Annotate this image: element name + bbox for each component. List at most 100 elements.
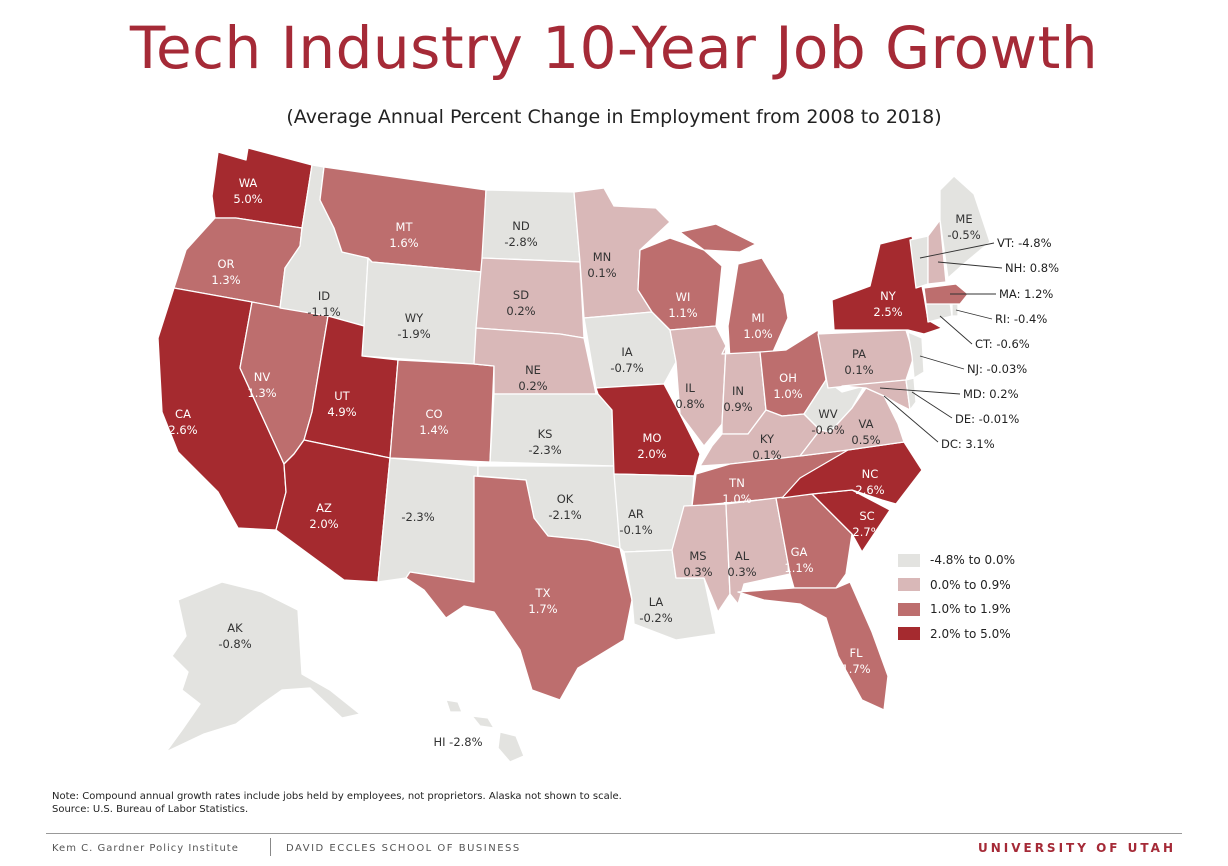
state-abbr-IA: IA	[621, 345, 632, 359]
state-abbr-AL: AL	[735, 549, 750, 563]
state-NH[interactable]	[927, 219, 947, 285]
legend-item: 0.0% to 0.9%	[898, 573, 1015, 598]
legend-swatch	[898, 627, 920, 641]
state-abbr-CA: CA	[175, 407, 191, 421]
state-abbr-SD: SD	[513, 288, 529, 302]
state-value-VA: 0.5%	[851, 433, 880, 447]
callout-NJ: NJ: -0.03%	[967, 362, 1027, 376]
legend-label: 0.0% to 0.9%	[930, 577, 1011, 592]
state-abbr-ND: ND	[512, 219, 530, 233]
state-value-AL: 0.3%	[727, 565, 756, 579]
state-value-WV: -0.6%	[811, 423, 844, 437]
callout-CT: CT: -0.6%	[975, 337, 1030, 351]
state-value-OR: 1.3%	[211, 273, 240, 287]
state-value-WI: 1.1%	[668, 306, 697, 320]
state-value-NM: -2.3%	[401, 510, 434, 524]
legend-label: 1.0% to 1.9%	[930, 602, 1011, 617]
state-abbr-WV: WV	[818, 407, 837, 421]
state-value-MO: 2.0%	[637, 447, 666, 461]
state-value-NY: 2.5%	[873, 305, 902, 319]
callout-NH: NH: 0.8%	[1005, 261, 1059, 275]
footer-school: DAVID ECCLES SCHOOL OF BUSINESS	[286, 843, 521, 854]
state-abbr-MI: MI	[751, 311, 764, 325]
callout-lines	[879, 242, 1003, 443]
state-value-TN: 1.0%	[722, 492, 751, 506]
state-FL[interactable]	[737, 581, 889, 711]
state-value-CO: 1.4%	[419, 423, 448, 437]
legend-label: 2.0% to 5.0%	[930, 626, 1011, 641]
callout-RI: RI: -0.4%	[995, 312, 1047, 326]
state-abbr-MO: MO	[643, 431, 662, 445]
state-abbr-WI: WI	[676, 290, 691, 304]
state-CT[interactable]	[925, 301, 953, 323]
state-abbr-OK: OK	[557, 492, 574, 506]
legend-swatch	[898, 553, 920, 567]
state-value-OK: -2.1%	[548, 508, 581, 522]
state-HI[interactable]	[445, 699, 525, 763]
state-DE[interactable]	[905, 377, 917, 411]
state-abbr-OR: OR	[217, 257, 234, 271]
state-abbr-KY: KY	[760, 432, 775, 446]
state-abbr-NC: NC	[862, 467, 879, 481]
state-value-KS: -2.3%	[528, 443, 561, 457]
state-AK[interactable]	[165, 581, 361, 753]
state-MA[interactable]	[923, 283, 969, 305]
state-WA[interactable]	[211, 147, 313, 229]
state-value-WY: -1.9%	[397, 327, 430, 341]
state-ME[interactable]	[939, 175, 991, 279]
state-abbr-MN: MN	[593, 250, 612, 264]
state-abbr-MT: MT	[396, 220, 414, 234]
state-value-AR: -0.1%	[619, 523, 652, 537]
state-MI-upper[interactable]	[679, 223, 757, 253]
state-value-GA: 1.1%	[784, 561, 813, 575]
legend-label: -4.8% to 0.0%	[930, 553, 1015, 568]
state-PA[interactable]	[817, 329, 915, 389]
note-text: Note: Compound annual growth rates inclu…	[52, 791, 622, 802]
callout-VT: VT: -4.8%	[997, 236, 1052, 250]
state-value-PA: 0.1%	[844, 363, 873, 377]
state-abbr-MS: MS	[689, 549, 706, 563]
state-NJ[interactable]	[907, 331, 925, 379]
state-TX[interactable]	[405, 475, 633, 701]
state-value-UT: 4.9%	[327, 405, 356, 419]
state-abbr-TN: TN	[728, 476, 745, 490]
state-value-MN: 0.1%	[587, 266, 616, 280]
footer-separator	[270, 838, 271, 856]
state-value-NV: 1.3%	[247, 386, 276, 400]
state-abbr-PA: PA	[852, 347, 866, 361]
state-SD[interactable]	[475, 257, 585, 339]
state-value-WA: 5.0%	[233, 192, 262, 206]
state-abbr-LA: LA	[649, 595, 664, 609]
state-value-AK: -0.8%	[218, 637, 251, 651]
legend-item: 2.0% to 5.0%	[898, 622, 1015, 647]
callout-MD: MD: 0.2%	[963, 387, 1019, 401]
state-value-MT: 1.6%	[389, 236, 418, 250]
state-abbr-WA: WA	[239, 176, 258, 190]
legend-item: 1.0% to 1.9%	[898, 597, 1015, 622]
state-value-SD: 0.2%	[506, 304, 535, 318]
state-AZ[interactable]	[275, 439, 391, 583]
state-value-MS: 0.3%	[683, 565, 712, 579]
legend-item: -4.8% to 0.0%	[898, 548, 1015, 573]
state-value-LA: -0.2%	[639, 611, 672, 625]
state-abbr-SC: SC	[859, 509, 874, 523]
state-abbr-NV: NV	[254, 370, 271, 384]
state-ND[interactable]	[481, 189, 581, 263]
state-value-FL: 1.7%	[841, 662, 870, 676]
state-abbr-ME: ME	[955, 212, 972, 226]
state-abbr-ID: ID	[318, 289, 330, 303]
state-value-NE: 0.2%	[518, 379, 547, 393]
state-label-HI: HI -2.8%	[433, 735, 482, 749]
state-IL[interactable]	[669, 325, 727, 447]
state-value-ME: -0.5%	[947, 228, 980, 242]
source-text: Source: U.S. Bureau of Labor Statistics.	[52, 804, 249, 815]
state-abbr-WY: WY	[405, 311, 424, 325]
state-CO[interactable]	[389, 359, 495, 463]
state-abbr-GA: GA	[791, 545, 808, 559]
state-abbr-TX: TX	[535, 586, 551, 600]
state-value-ID: -1.1%	[307, 305, 340, 319]
state-abbr-NE: NE	[525, 363, 541, 377]
state-abbr-AZ: AZ	[316, 501, 332, 515]
state-MI[interactable]	[727, 257, 789, 361]
